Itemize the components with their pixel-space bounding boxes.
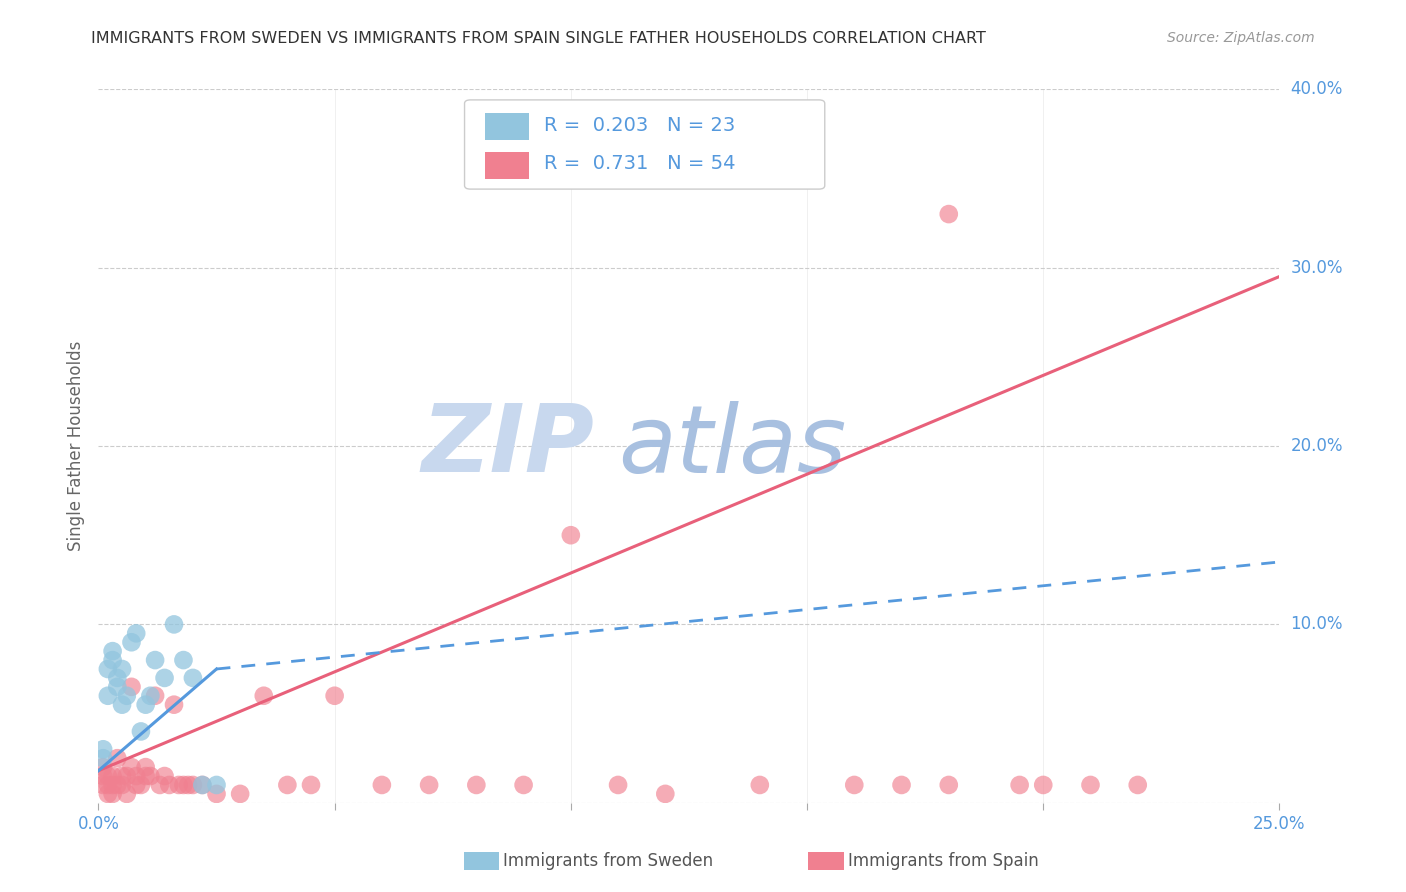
Point — [111, 769, 134, 783]
Point — [167, 778, 190, 792]
Point — [101, 653, 124, 667]
Point — [111, 662, 134, 676]
Point — [101, 787, 124, 801]
Y-axis label: Single Father Households: Single Father Households — [66, 341, 84, 551]
Point — [101, 769, 124, 783]
Text: R =  0.731   N = 54: R = 0.731 N = 54 — [544, 154, 735, 173]
Point — [371, 778, 394, 792]
Point — [172, 778, 194, 792]
Point — [890, 778, 912, 792]
Point — [323, 689, 346, 703]
Point — [91, 751, 114, 765]
Point — [139, 689, 162, 703]
Point — [1080, 778, 1102, 792]
Text: atlas: atlas — [619, 401, 846, 491]
Point — [125, 778, 148, 792]
Point — [129, 778, 152, 792]
Text: 20.0%: 20.0% — [1291, 437, 1343, 455]
Point — [253, 689, 276, 703]
Point — [205, 787, 228, 801]
Bar — [485, 152, 530, 179]
Point — [1126, 778, 1149, 792]
Point — [1032, 778, 1054, 792]
Point — [121, 760, 143, 774]
Point — [125, 626, 148, 640]
Point — [97, 662, 120, 676]
Text: Immigrants from Spain: Immigrants from Spain — [848, 852, 1039, 870]
Point — [91, 778, 114, 792]
Point — [115, 787, 138, 801]
Point — [97, 769, 120, 783]
Point — [229, 787, 252, 801]
Point — [299, 778, 322, 792]
Point — [97, 787, 120, 801]
Point — [143, 689, 166, 703]
Point — [938, 207, 960, 221]
Point — [91, 742, 114, 756]
Point — [205, 778, 228, 792]
Point — [111, 698, 134, 712]
Point — [149, 778, 172, 792]
Point — [418, 778, 440, 792]
Point — [91, 760, 114, 774]
Point — [91, 769, 114, 783]
Point — [115, 769, 138, 783]
Point — [97, 778, 120, 792]
Point — [191, 778, 214, 792]
Point — [654, 787, 676, 801]
Text: 40.0%: 40.0% — [1291, 80, 1343, 98]
Point — [135, 769, 157, 783]
Text: Immigrants from Sweden: Immigrants from Sweden — [503, 852, 713, 870]
Point — [844, 778, 866, 792]
Point — [105, 751, 128, 765]
Text: R =  0.203   N = 23: R = 0.203 N = 23 — [544, 116, 735, 135]
Point — [607, 778, 630, 792]
Point — [748, 778, 770, 792]
Bar — [485, 113, 530, 140]
Point — [125, 769, 148, 783]
Text: ZIP: ZIP — [422, 400, 595, 492]
Point — [1008, 778, 1031, 792]
Point — [129, 724, 152, 739]
Text: IMMIGRANTS FROM SWEDEN VS IMMIGRANTS FROM SPAIN SINGLE FATHER HOUSEHOLDS CORRELA: IMMIGRANTS FROM SWEDEN VS IMMIGRANTS FRO… — [91, 31, 986, 46]
Point — [135, 698, 157, 712]
Text: 10.0%: 10.0% — [1291, 615, 1343, 633]
Point — [191, 778, 214, 792]
Point — [157, 778, 180, 792]
Point — [143, 653, 166, 667]
Point — [101, 644, 124, 658]
Point — [135, 760, 157, 774]
Point — [115, 689, 138, 703]
Point — [181, 671, 204, 685]
Point — [111, 778, 134, 792]
FancyBboxPatch shape — [464, 100, 825, 189]
Text: 30.0%: 30.0% — [1291, 259, 1343, 277]
Point — [105, 778, 128, 792]
Point — [172, 653, 194, 667]
Point — [560, 528, 582, 542]
Point — [465, 778, 488, 792]
Point — [101, 778, 124, 792]
Point — [938, 778, 960, 792]
Point — [276, 778, 298, 792]
Point — [121, 635, 143, 649]
Point — [163, 698, 186, 712]
Point — [153, 769, 176, 783]
Point — [105, 680, 128, 694]
Point — [512, 778, 534, 792]
Point — [105, 671, 128, 685]
Point — [163, 617, 186, 632]
Point — [177, 778, 200, 792]
Point — [97, 689, 120, 703]
Point — [153, 671, 176, 685]
Point — [139, 769, 162, 783]
Point — [121, 680, 143, 694]
Point — [181, 778, 204, 792]
Text: Source: ZipAtlas.com: Source: ZipAtlas.com — [1167, 31, 1315, 45]
